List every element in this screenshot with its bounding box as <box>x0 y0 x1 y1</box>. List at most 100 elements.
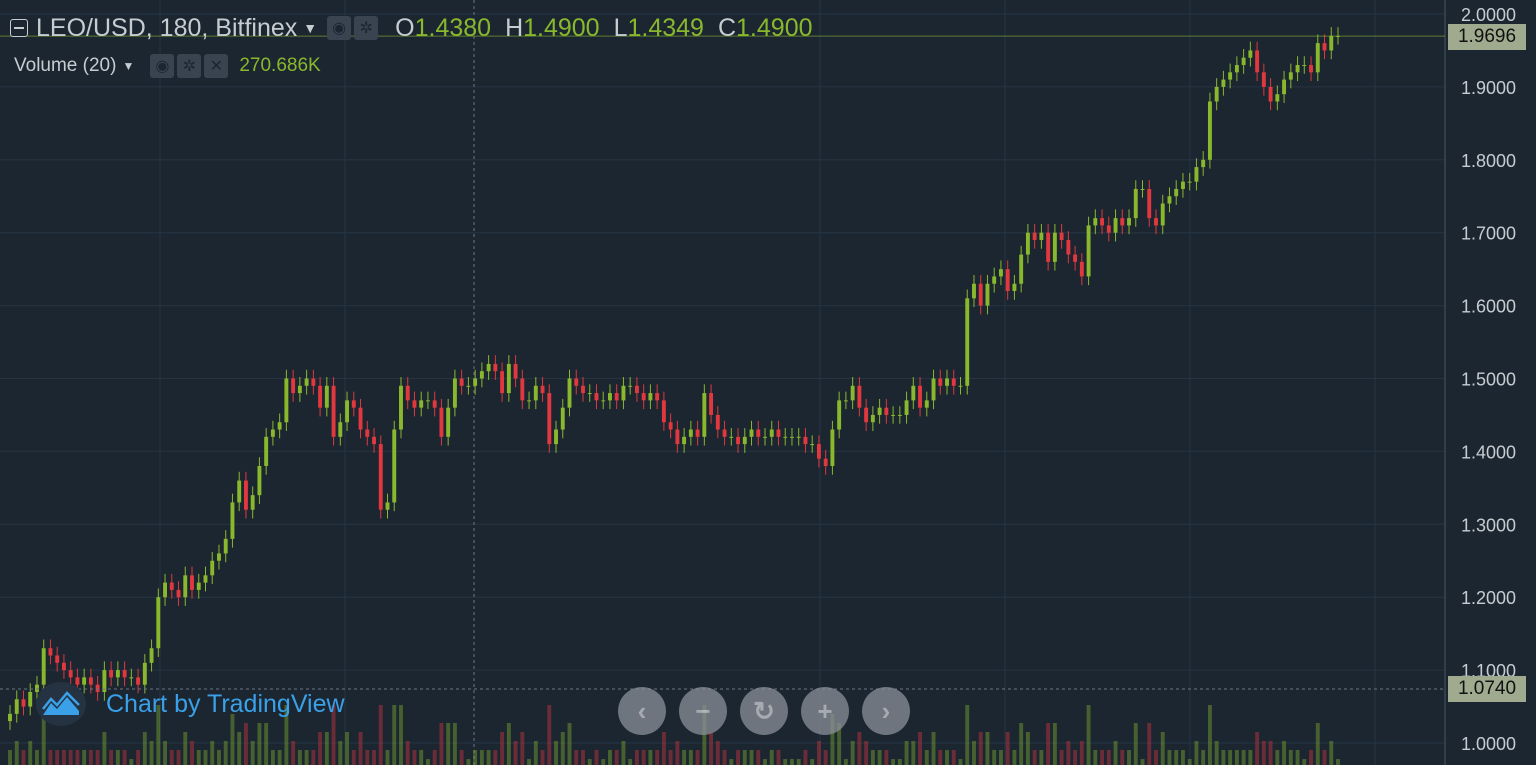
volume-bar <box>493 750 498 765</box>
candle-body <box>1154 218 1158 226</box>
candle-body <box>776 429 781 437</box>
volume-bar <box>756 750 761 765</box>
volume-bar <box>75 750 80 765</box>
candle-body <box>243 480 248 510</box>
volume-bar <box>1140 759 1145 765</box>
candle-body <box>82 677 87 685</box>
candle-body <box>1086 225 1091 277</box>
volume-bar <box>621 741 626 765</box>
candle-body <box>493 363 498 372</box>
reset-button[interactable]: ↻ <box>740 687 788 735</box>
volume-bar <box>897 759 902 765</box>
volume-bar <box>14 741 19 765</box>
candle-body <box>527 400 532 402</box>
candle-body <box>1059 232 1064 240</box>
chart-navigation: ‹ − ↻ + › <box>618 687 923 735</box>
volume-bar <box>742 750 747 765</box>
candle-body <box>318 385 323 408</box>
volume-bar <box>257 723 262 765</box>
symbol-label[interactable]: LEO/USD, 180, Bitfinex <box>36 13 298 42</box>
volume-bar <box>473 750 478 765</box>
candle-body <box>736 436 740 445</box>
candle-body <box>790 436 794 438</box>
candle-body <box>466 385 471 387</box>
volume-bar <box>1093 750 1098 765</box>
volume-close-icon[interactable]: ✕ <box>204 54 229 78</box>
candle-body <box>682 436 687 445</box>
candle-body <box>540 385 545 394</box>
volume-bar <box>1194 741 1199 765</box>
volume-bar <box>1127 750 1131 765</box>
candle-body <box>1275 94 1280 102</box>
candle-body <box>850 385 855 401</box>
candle-body <box>176 589 181 598</box>
candle-body <box>655 393 660 401</box>
volume-gear-icon[interactable]: ✲ <box>177 54 202 78</box>
candle-body <box>473 378 478 386</box>
volume-bar <box>392 705 397 765</box>
volume-bar <box>500 732 505 765</box>
volume-eye-icon[interactable]: ◉ <box>150 54 175 78</box>
candle-body <box>547 393 552 445</box>
volume-label[interactable]: Volume (20) <box>14 55 117 76</box>
candle-body <box>61 662 66 671</box>
candle-body <box>479 371 484 379</box>
scroll-left-button[interactable]: ‹ <box>618 687 666 735</box>
candle-body <box>951 378 956 386</box>
volume-bar <box>1309 750 1313 765</box>
candle-body <box>115 670 120 678</box>
candle-body <box>284 378 289 423</box>
candle-body <box>972 283 976 299</box>
candle-body <box>1046 232 1051 262</box>
scroll-right-button[interactable]: › <box>862 687 910 735</box>
volume-bar <box>419 750 424 765</box>
candle-body <box>1174 188 1179 197</box>
candle-body <box>419 400 424 408</box>
volume-bar <box>412 750 417 765</box>
volume-bar <box>924 750 929 765</box>
eye-icon[interactable]: ◉ <box>327 16 352 40</box>
zoom-out-button[interactable]: − <box>679 687 727 735</box>
zoom-in-button[interactable]: + <box>801 687 849 735</box>
candle-body <box>1005 269 1010 292</box>
y-tick-label: 1.3000 <box>1461 515 1516 535</box>
candle-body <box>237 480 242 503</box>
volume-bar <box>432 750 437 765</box>
volume-bar <box>992 750 997 765</box>
volume-caret-down-icon[interactable]: ▼ <box>122 59 135 73</box>
tradingview-watermark[interactable]: Chart by TradingView <box>36 682 345 726</box>
close-value: 1.4900 <box>736 13 813 42</box>
volume-bar <box>203 750 208 765</box>
gear-icon[interactable]: ✲ <box>354 16 379 40</box>
candle-body <box>1127 218 1131 226</box>
candle-body <box>567 378 572 408</box>
volume-bar <box>466 759 471 765</box>
volume-bar <box>1032 750 1037 765</box>
volume-bar <box>230 714 235 765</box>
candle-body <box>1268 86 1273 102</box>
candle-body <box>1288 72 1293 80</box>
candle-body <box>291 378 296 394</box>
volume-bar <box>324 732 329 765</box>
volume-bar <box>1282 741 1287 765</box>
volume-bar <box>378 705 383 765</box>
candle-body <box>581 385 585 394</box>
volume-bar <box>41 714 46 765</box>
volume-bar <box>1073 750 1078 765</box>
watermark-text[interactable]: Chart by TradingView <box>106 689 345 718</box>
volume-bar <box>284 705 289 765</box>
volume-bar <box>1268 741 1273 765</box>
volume-bar <box>587 759 592 765</box>
volume-bar <box>1174 750 1179 765</box>
candle-body <box>520 378 525 401</box>
caret-down-icon[interactable]: ▼ <box>303 20 318 36</box>
volume-bar <box>1147 723 1152 765</box>
volume-bar <box>1120 750 1125 765</box>
volume-bar <box>830 714 835 765</box>
volume-bar <box>581 750 585 765</box>
collapse-icon[interactable] <box>10 19 28 37</box>
candle-body <box>1025 232 1030 255</box>
candle-body <box>554 429 558 445</box>
